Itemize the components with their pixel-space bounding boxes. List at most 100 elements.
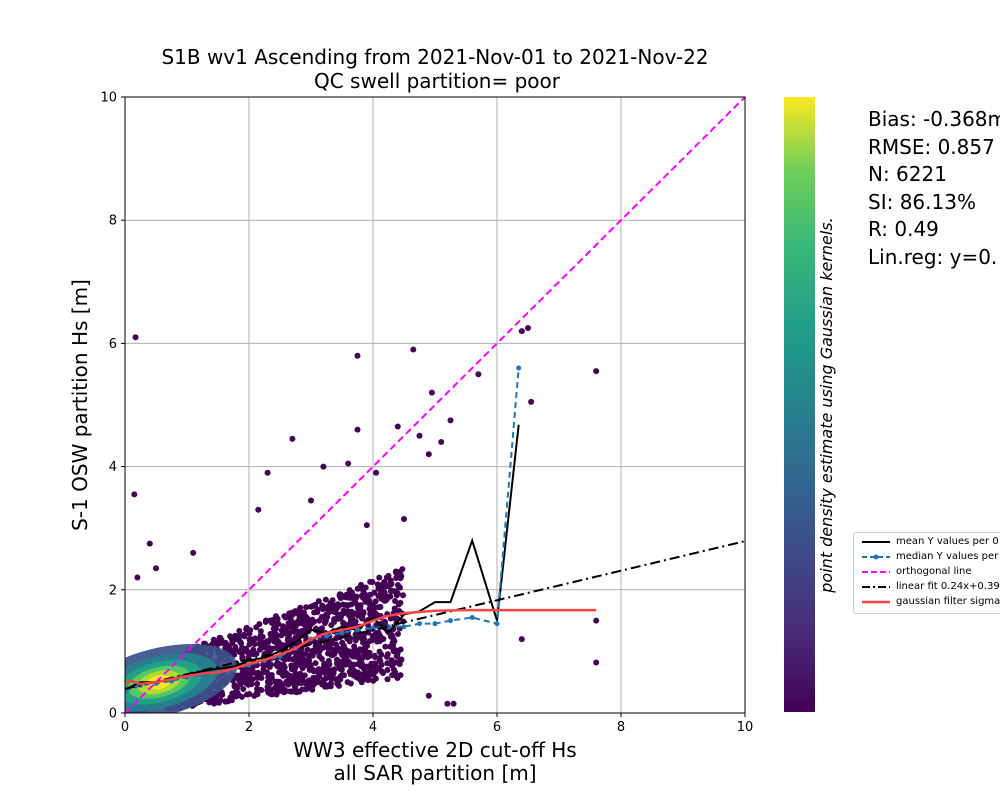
scatter-point [232,632,239,639]
scatter-point [132,334,139,341]
scatter-point [305,653,312,660]
scatter-point [374,638,381,645]
scatter-point [396,584,403,591]
scatter-point [425,451,432,458]
scatter-point [354,352,361,359]
x-tick-label: 0 [121,720,129,735]
scatter-point [318,655,325,662]
scatter-point [293,660,300,667]
scatter-point [334,644,341,651]
scatter-point [387,643,394,650]
median-marker [355,627,360,633]
scatter-point [348,608,355,615]
scatter-point [393,575,400,582]
scatter-point [382,643,389,650]
scatter-point [399,566,406,573]
scatter-point [371,652,378,659]
scatter-point [265,644,272,651]
scatter-point [268,619,275,626]
scatter-point [247,649,254,656]
scatter-point [312,679,319,686]
series-line-gaussian-filter-sigma [125,608,597,686]
scatter-point [398,656,405,663]
scatter-point [356,604,363,611]
scatter-point [312,660,319,667]
scatter-point [291,687,298,694]
scatter-point [338,672,345,679]
scatter-point [394,423,401,430]
scatter-point [257,628,264,635]
scatter-point [385,572,392,579]
scatter-point [254,674,261,681]
scatter-point [525,325,531,331]
scatter-point [398,573,405,580]
scatter-point [377,604,384,611]
scatter-point [316,673,323,680]
x-tick-label: 10 [737,720,754,735]
scatter-point [319,681,326,688]
scatter-point [528,398,535,405]
scatter-point [281,628,288,635]
scatter-point [234,689,241,696]
scatter-point [346,659,353,666]
scatter-point [243,691,250,698]
scatter-point [380,635,387,642]
scatter-point [190,549,197,556]
scatter-point [292,670,299,677]
scatter-point [270,625,277,632]
scatter-point [358,581,365,588]
scatter-point [351,594,358,601]
scatter-point [320,463,327,470]
median-marker [339,630,345,636]
scatter-point [372,668,379,675]
scatter-point [390,647,397,654]
scatter-point [384,660,391,667]
scatter-point [271,685,278,692]
scatter-point [228,697,235,704]
scatter-point [256,646,263,653]
legend-label-median: median Y values per [896,551,999,562]
x-tick-label: 2 [245,720,253,735]
scatter-point [360,610,367,617]
scatter-point [310,674,317,681]
legend-label-orthogonal: orthogonal line [896,566,972,577]
scatter-point [366,600,373,607]
scatter-point [240,686,247,693]
scatter-point [297,604,304,611]
scatter-point [274,659,281,666]
scatter-point [146,540,153,547]
stat-linreg: Lin.reg: y=0. [868,244,998,269]
scatter-point [319,645,326,652]
scatter-point [222,698,229,705]
scatter-point [369,636,376,643]
series-line-orthogonal-line [125,97,745,713]
y-tick-label: 0 [109,707,117,722]
scatter-point [264,469,271,476]
scatter-point [381,589,388,596]
scatter-point [397,646,404,653]
scatter-point [255,669,262,676]
median-marker [370,625,376,631]
scatter-point [444,700,451,707]
scatter-point [289,435,296,442]
scatter-point [285,652,292,659]
scatter-point [238,693,245,700]
median-marker [469,615,475,621]
scatter-point [384,676,391,683]
scatter-point [301,616,308,623]
scatter-point [327,680,334,687]
scatter-point [319,604,326,611]
x-axis-label-line1: WW3 effective 2D cut-off Hs [293,738,576,762]
scatter-point [258,674,265,681]
scatter-point [308,497,314,504]
y-tick-label: 6 [109,337,117,352]
legend-label-linfit: linear fit 0.24x+0.39 [896,581,1000,592]
scatter-point [264,684,271,691]
scatter-point [352,634,359,641]
scatter-point [342,593,349,600]
scatter-point [265,679,272,686]
scatter-point [212,639,219,646]
scatter-point [301,678,308,685]
scatter-point [344,649,351,656]
scatter-point [354,585,361,592]
